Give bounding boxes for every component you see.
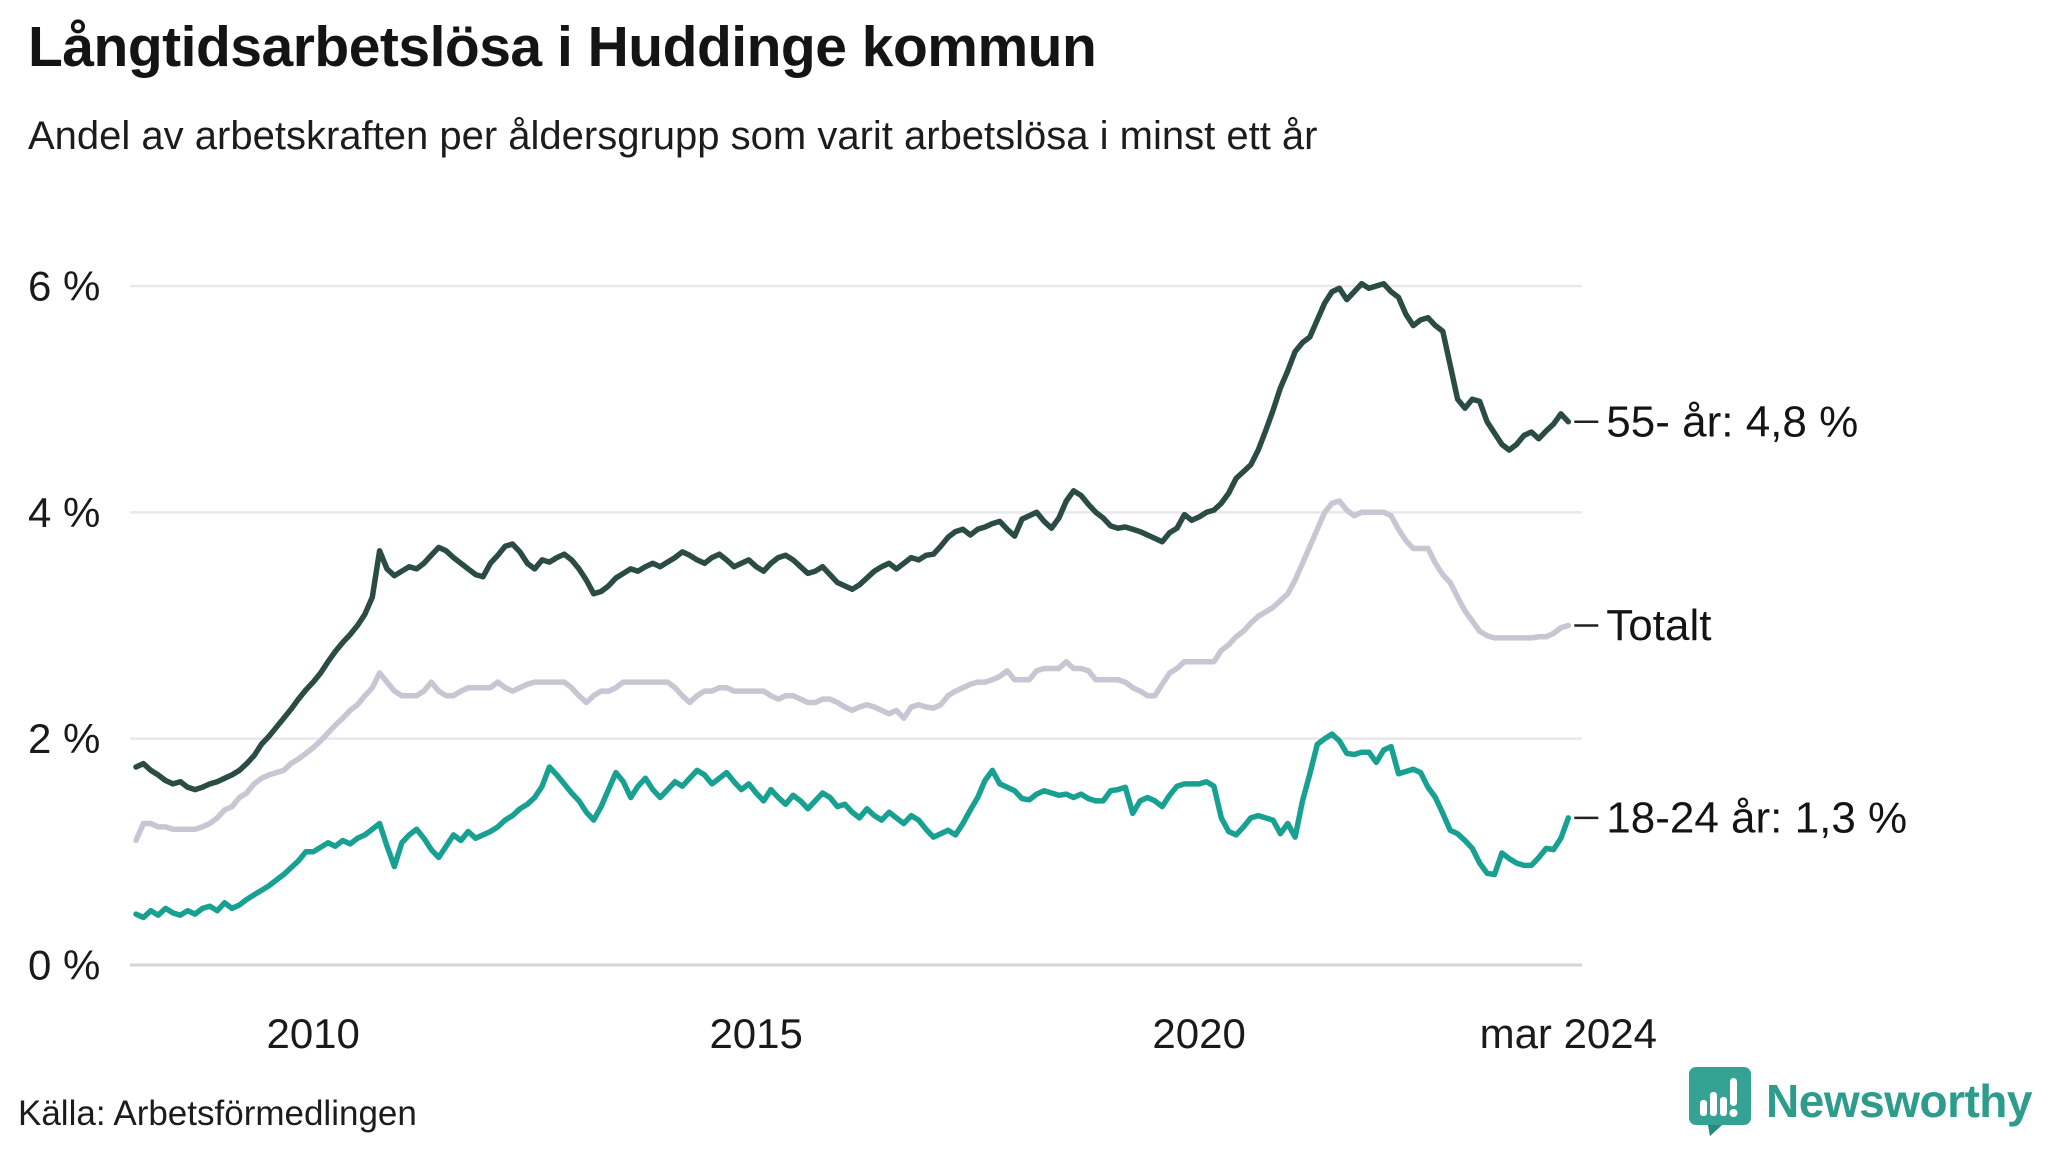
- series-end-label: 55- år: 4,8 %: [1606, 397, 1858, 446]
- newsworthy-icon: [1688, 1066, 1752, 1136]
- series-line-18-24-r: [133, 731, 1572, 921]
- y-axis-label: 6 %: [28, 263, 100, 310]
- series-line-Totalt: [133, 498, 1572, 844]
- y-axis-label: 2 %: [28, 715, 100, 762]
- newsworthy-wordmark: Newsworthy: [1766, 1075, 2032, 1127]
- y-axis-label: 0 %: [28, 942, 100, 989]
- series-end-label: 18-24 år: 1,3 %: [1606, 793, 1907, 842]
- x-axis-label: mar 2024: [1480, 1010, 1657, 1057]
- x-axis-label: 2020: [1152, 1010, 1245, 1057]
- source-note: Källa: Arbetsförmedlingen: [18, 1094, 417, 1133]
- newsworthy-logo: Newsworthy: [1688, 1066, 2032, 1136]
- x-axis-label: 2010: [266, 1010, 359, 1057]
- series-end-label: Totalt: [1606, 601, 1711, 650]
- series-line-55-r: [133, 280, 1572, 793]
- page-title: Långtidsarbetslösa i Huddinge kommun: [28, 15, 1097, 79]
- x-axis-label: 2015: [709, 1010, 802, 1057]
- chart-subtitle: Andel av arbetskraften per åldersgrupp s…: [28, 114, 1318, 158]
- y-axis-label: 4 %: [28, 489, 100, 536]
